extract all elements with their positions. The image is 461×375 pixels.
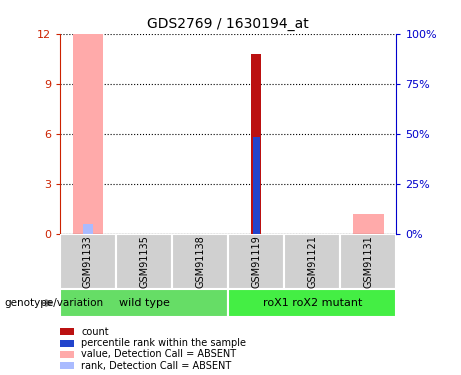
Text: GSM91133: GSM91133 [83, 235, 93, 288]
Bar [251, 54, 261, 234]
Text: percentile rank within the sample: percentile rank within the sample [82, 338, 247, 348]
Text: GSM91131: GSM91131 [363, 235, 373, 288]
Text: GSM91138: GSM91138 [195, 235, 205, 288]
Text: GSM91135: GSM91135 [139, 235, 149, 288]
Text: GSM91121: GSM91121 [307, 235, 317, 288]
Title: GDS2769 / 1630194_at: GDS2769 / 1630194_at [148, 17, 309, 32]
Text: value, Detection Call = ABSENT: value, Detection Call = ABSENT [82, 350, 236, 359]
Bar [72, 34, 103, 234]
Bar [60, 234, 116, 289]
Bar [60, 289, 228, 317]
Text: GSM91119: GSM91119 [251, 235, 261, 288]
Bar [172, 234, 228, 289]
Text: wild type: wild type [118, 298, 170, 308]
Bar [60, 362, 74, 369]
Bar [60, 339, 74, 347]
Bar [340, 234, 396, 289]
Text: roX1 roX2 mutant: roX1 roX2 mutant [263, 298, 362, 308]
Bar [228, 289, 396, 317]
Text: rank, Detection Call = ABSENT: rank, Detection Call = ABSENT [82, 361, 232, 370]
Bar [116, 234, 172, 289]
Text: count: count [82, 327, 109, 337]
Text: genotype/variation: genotype/variation [5, 298, 104, 308]
Bar [60, 328, 74, 336]
Bar [60, 351, 74, 358]
Bar [83, 224, 93, 234]
Bar [284, 234, 340, 289]
Bar [353, 214, 384, 234]
Bar [228, 234, 284, 289]
Bar [253, 137, 260, 234]
